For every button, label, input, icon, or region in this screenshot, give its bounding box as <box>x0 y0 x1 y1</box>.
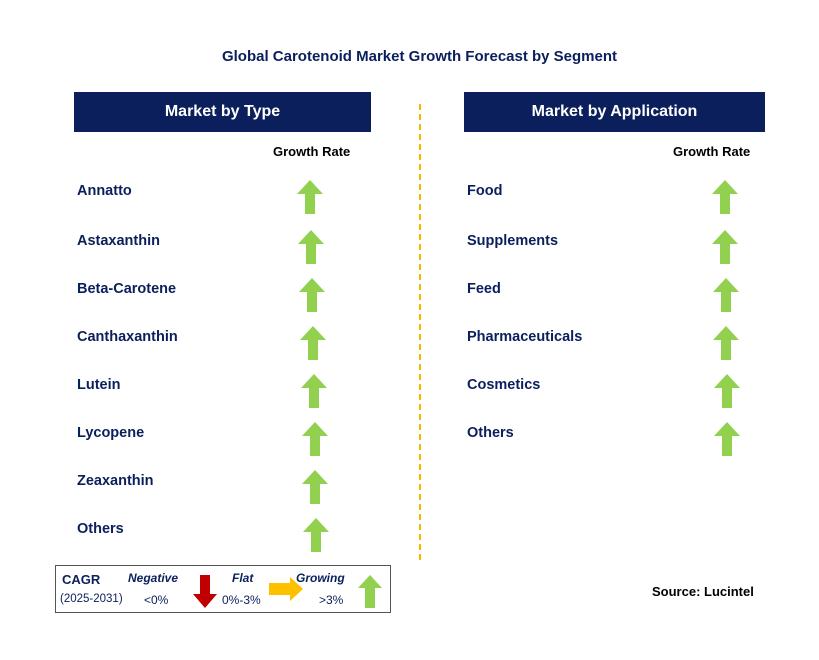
arrow-up-icon <box>712 230 739 264</box>
segment-label: Others <box>467 425 514 441</box>
legend: CAGR (2025-2031) Negative <0% Flat 0%-3%… <box>55 565 391 613</box>
segment-label: Zeaxanthin <box>77 473 154 489</box>
arrow-right-icon <box>269 577 303 601</box>
segment-label: Canthaxanthin <box>77 329 178 345</box>
application-header: Market by Application <box>464 92 765 132</box>
legend-growing: Growing <box>296 571 345 585</box>
arrow-up-icon <box>297 230 324 264</box>
type-growth-rate-label: Growth Rate <box>273 144 351 159</box>
segment-label: Supplements <box>467 233 559 249</box>
arrow-up-icon <box>358 575 382 608</box>
arrow-up-icon <box>712 180 738 214</box>
legend-flat-range: 0%-3% <box>222 593 261 607</box>
segment-label: Annatto <box>77 183 132 199</box>
application-growth-rate-label: Growth Rate <box>673 144 751 159</box>
arrow-up-icon <box>299 326 326 360</box>
arrow-up-icon <box>303 518 330 552</box>
source: Source: Lucintel <box>652 584 754 599</box>
legend-cagr: CAGR <box>62 572 101 587</box>
arrow-up-icon <box>302 470 329 504</box>
segment-label: Beta-Carotene <box>77 281 177 297</box>
segment-label: Cosmetics <box>467 377 541 393</box>
segment-label: Food <box>467 183 503 199</box>
segment-label: Others <box>77 521 124 537</box>
arrow-up-icon <box>713 374 740 408</box>
segment-label: Feed <box>467 281 501 297</box>
arrow-up-icon <box>300 374 327 408</box>
segment-label: Pharmaceuticals <box>467 329 583 345</box>
segment-label: Lycopene <box>77 425 145 441</box>
segment-label: Lutein <box>77 377 121 393</box>
legend-negative-range: <0% <box>144 593 169 607</box>
type-header: Market by Type <box>74 92 371 132</box>
legend-negative: Negative <box>128 571 179 585</box>
arrow-up-icon <box>712 278 739 312</box>
arrow-up-icon <box>298 278 325 312</box>
legend-flat: Flat <box>232 571 254 585</box>
arrow-up-icon <box>301 422 328 456</box>
arrow-up-icon <box>297 180 323 214</box>
arrow-up-icon <box>713 326 740 360</box>
arrow-up-icon <box>714 422 740 456</box>
arrow-down-icon <box>193 575 217 608</box>
segment-label: Astaxanthin <box>77 233 160 249</box>
legend-period: (2025-2031) <box>60 593 123 605</box>
legend-growing-range: >3% <box>319 593 344 607</box>
divider <box>419 104 421 560</box>
page-title: Global Carotenoid Market Growth Forecast… <box>221 48 618 65</box>
